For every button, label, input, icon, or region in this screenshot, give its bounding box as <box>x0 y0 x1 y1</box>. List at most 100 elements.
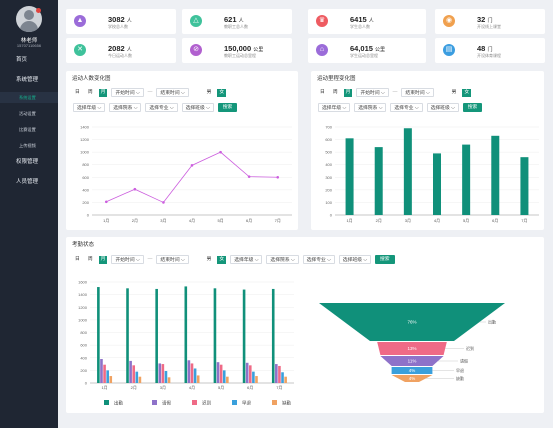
tab-month[interactable]: 月 <box>343 88 353 97</box>
tab-male[interactable]: 男 <box>451 89 457 95</box>
bar <box>97 287 100 383</box>
legend-swatch <box>152 400 157 405</box>
nav-activity-settings[interactable]: 活动设置 <box>19 111 36 116</box>
course-icon: ▤ <box>443 44 455 56</box>
start-time-select[interactable]: 开始时间 ⌵ <box>111 255 144 264</box>
bar <box>433 153 441 215</box>
grade-select[interactable]: 选择年级 ⌵ <box>318 103 351 112</box>
tab-female[interactable]: 女 <box>217 255 227 264</box>
runner-icon: ⌂ <box>316 44 328 56</box>
book-icon: ◉ <box>443 15 455 27</box>
bar <box>158 363 162 383</box>
x-tick-label: 1月 <box>346 218 352 223</box>
search-button[interactable]: 搜索 <box>217 103 238 112</box>
y-tick-label: 300 <box>325 175 332 180</box>
grade-select[interactable]: 选择年级 ⌵ <box>73 103 106 112</box>
stat-unit: 人 <box>368 18 374 24</box>
y-tick-label: 800 <box>80 330 87 335</box>
tab-male[interactable]: 男 <box>206 89 212 95</box>
bar <box>103 364 106 383</box>
bar <box>242 289 246 383</box>
bar <box>190 363 194 383</box>
y-tick-label: 0 <box>330 213 333 218</box>
bar <box>155 288 158 383</box>
y-tick-label: 1000 <box>80 150 90 155</box>
x-tick-label: 1月 <box>101 385 107 390</box>
bar <box>219 364 223 383</box>
tab-female[interactable]: 女 <box>462 88 472 97</box>
tab-month[interactable]: 月 <box>98 255 108 264</box>
nav-home[interactable]: 首页 <box>16 57 28 63</box>
x-tick-label: 5月 <box>463 218 469 223</box>
nav-upload-video[interactable]: 上传视频 <box>19 143 36 148</box>
funnel-segment <box>319 303 505 341</box>
department-select[interactable]: 选择院系 ⌵ <box>266 255 299 264</box>
stat-card-pe-courses: ▤ 48 门 开设体育课程 <box>435 38 545 63</box>
x-tick-label: 2月 <box>376 218 382 223</box>
stat-value: 150,000 <box>224 44 252 53</box>
major-select[interactable]: 选择专业 ⌵ <box>145 103 178 112</box>
user-name: 林老师 <box>20 38 38 44</box>
funnel-segment <box>377 342 447 355</box>
stat-unit: 人 <box>126 18 132 24</box>
nav-personnel-management[interactable]: 人员管理 <box>16 179 39 185</box>
filter-row: 日 周 月 开始时间 ⌵ — 结束时间 ⌵ 男 女 <box>73 88 227 97</box>
tab-day[interactable]: 日 <box>75 256 80 262</box>
stat-value: 6415 <box>350 15 367 24</box>
search-button[interactable]: 搜索 <box>462 103 483 112</box>
route-icon: ⊘ <box>190 44 202 56</box>
end-time-select[interactable]: 结束时间 ⌵ <box>401 88 434 97</box>
bar <box>275 364 278 383</box>
bar <box>193 368 197 383</box>
tab-male[interactable]: 男 <box>206 256 212 262</box>
tab-day[interactable]: 日 <box>75 89 80 95</box>
search-button[interactable]: 搜索 <box>374 255 395 264</box>
stat-label: 学生总人数 <box>350 24 370 29</box>
end-time-select[interactable]: 结束时间 ⌵ <box>156 88 189 97</box>
start-time-select[interactable]: 开始时间 ⌵ <box>356 88 389 97</box>
y-tick-label: 1200 <box>78 305 88 310</box>
nav-system-management[interactable]: 系统管理 <box>16 77 39 83</box>
major-select[interactable]: 选择专业 ⌵ <box>302 255 335 264</box>
stat-card-school-total: ▲ 3082 人 学校总人数 <box>66 9 176 34</box>
x-tick-label: 3月 <box>160 385 166 390</box>
x-tick-label: 6月 <box>492 218 498 223</box>
y-tick-label: 600 <box>80 343 87 348</box>
y-tick-label: 200 <box>82 200 89 205</box>
y-tick-label: 400 <box>325 162 332 167</box>
bar <box>245 362 249 383</box>
department-select[interactable]: 选择院系 ⌵ <box>109 103 142 112</box>
nav-system-settings[interactable]: 系统设置 <box>0 92 58 103</box>
x-tick-label: 1月 <box>103 218 109 223</box>
nav-competition-settings[interactable]: 比赛设置 <box>19 127 36 132</box>
bar <box>187 360 191 383</box>
class-select[interactable]: 选择班级 ⌵ <box>181 103 214 112</box>
start-time-select[interactable]: 开始时间 ⌵ <box>111 88 144 97</box>
x-tick-label: 4月 <box>189 218 195 223</box>
bar <box>167 377 171 383</box>
x-tick-label: 7月 <box>275 218 281 223</box>
class-select[interactable]: 选择班级 ⌵ <box>426 103 459 112</box>
tab-female[interactable]: 女 <box>217 88 227 97</box>
data-point <box>276 175 280 179</box>
tab-week[interactable]: 周 <box>87 256 93 262</box>
nav-permission-management[interactable]: 权限管理 <box>16 159 39 165</box>
legend-label: 缺勤 <box>282 400 291 407</box>
bar <box>226 376 229 383</box>
y-tick-label: 700 <box>325 125 332 130</box>
bar <box>374 147 383 215</box>
department-select[interactable]: 选择院系 ⌵ <box>354 103 387 112</box>
x-tick-label: 6月 <box>246 218 252 223</box>
tab-week[interactable]: 周 <box>87 89 93 95</box>
bar <box>271 288 275 383</box>
tab-day[interactable]: 日 <box>320 89 325 95</box>
stat-card-staff-total: △ 621 人 教职工总人数 <box>182 9 292 34</box>
y-tick-label: 1000 <box>78 317 88 322</box>
tab-month[interactable]: 月 <box>98 88 108 97</box>
grade-select[interactable]: 选择年级 ⌵ <box>230 255 263 264</box>
end-time-select[interactable]: 结束时间 ⌵ <box>156 255 189 264</box>
class-select[interactable]: 选择班级 ⌵ <box>338 255 371 264</box>
tab-week[interactable]: 周 <box>332 89 338 95</box>
major-select[interactable]: 选择专业 ⌵ <box>390 103 423 112</box>
legend-swatch <box>192 400 197 405</box>
